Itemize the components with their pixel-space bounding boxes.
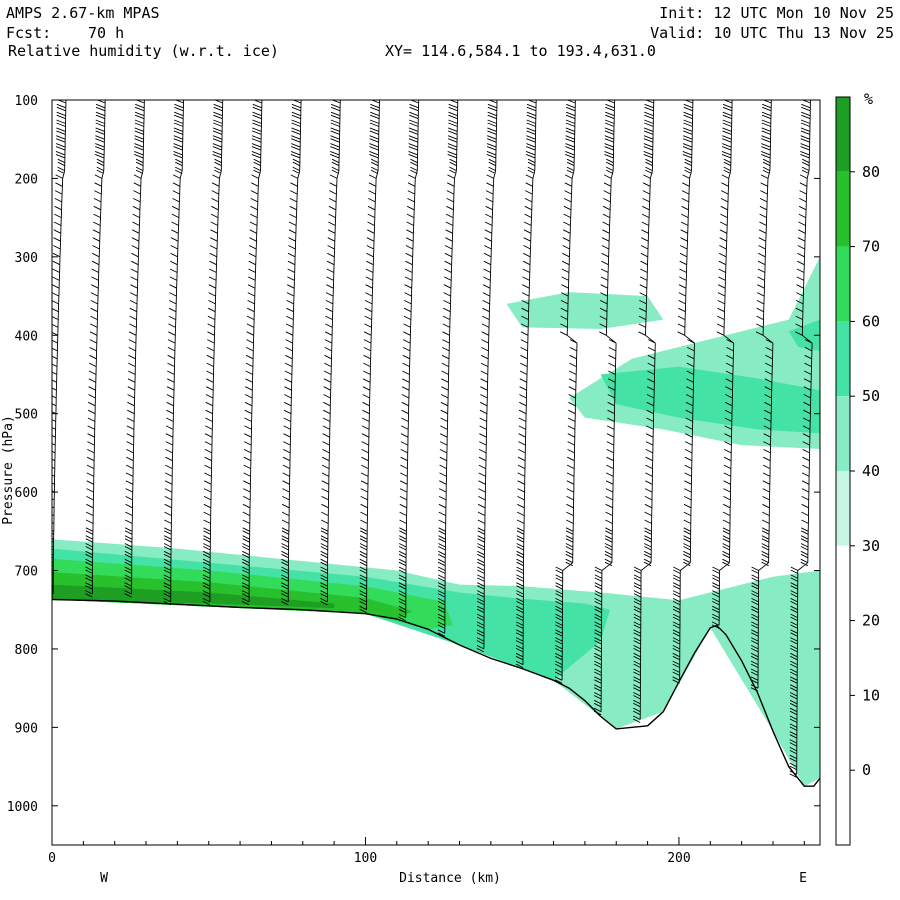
barb-column-7 <box>320 100 341 606</box>
terrain-line <box>52 598 820 787</box>
colorbar-segment-8 <box>836 695 850 771</box>
colorbar-unit: % <box>864 90 873 108</box>
x-tick-label-100: 100 <box>354 851 377 866</box>
barb-column-17 <box>711 100 735 629</box>
xy-range: XY= 114.6,584.1 to 193.4,631.0 <box>385 42 656 60</box>
y-tick-label-100: 100 <box>15 94 38 109</box>
colorbar-label-80: 80 <box>862 163 880 181</box>
y-tick-label-700: 700 <box>15 565 38 580</box>
y-tick-label-400: 400 <box>15 329 38 344</box>
barb-column-4 <box>202 100 224 606</box>
rh-region-1 <box>506 292 664 329</box>
colorbar-segment-9 <box>836 770 850 845</box>
barb-column-19 <box>789 100 813 778</box>
barb-column-14 <box>593 100 617 716</box>
colorbar-label-60: 60 <box>862 312 880 330</box>
plot-area <box>52 100 820 787</box>
field-title: Relative humidity (w.r.t. ice) <box>8 42 279 60</box>
colorbar-label-10: 10 <box>862 686 880 704</box>
rh-region-8 <box>52 584 335 609</box>
barb-column-10 <box>437 100 459 637</box>
fcst-value: 70 h <box>88 24 124 42</box>
x-tick-label-200: 200 <box>667 851 690 866</box>
barb-column-18 <box>750 100 774 692</box>
barb-column-3 <box>163 100 185 606</box>
colorbar-segment-1 <box>836 171 850 247</box>
west-label: W <box>100 871 108 886</box>
colorbar-segment-4 <box>836 396 850 471</box>
barb-column-0 <box>52 100 67 598</box>
barb-column-9 <box>398 100 420 622</box>
x-axis-label: Distance (km) <box>399 871 501 886</box>
rh-region-4 <box>600 366 820 434</box>
y-tick-label-300: 300 <box>15 251 38 266</box>
barb-column-13 <box>554 100 578 684</box>
plot-frame <box>51 99 821 846</box>
colorbar-segment-5 <box>836 471 850 546</box>
colorbar-label-20: 20 <box>862 612 880 630</box>
colorbar-label-0: 0 <box>862 761 871 779</box>
colorbar-segment-6 <box>836 545 850 621</box>
x-tick-label-0: 0 <box>48 851 56 866</box>
colorbar-label-50: 50 <box>862 387 880 405</box>
barb-column-8 <box>359 100 380 614</box>
fcst-label: Fcst: <box>6 24 51 42</box>
barb-column-15 <box>632 100 656 723</box>
barb-column-1 <box>85 100 106 598</box>
y-tick-label-900: 900 <box>15 721 38 736</box>
colorbar-label-40: 40 <box>862 462 880 480</box>
y-tick-label-200: 200 <box>15 172 38 187</box>
barb-column-6 <box>281 100 302 606</box>
y-tick-label-500: 500 <box>15 408 38 423</box>
y-tick-label-800: 800 <box>15 643 38 658</box>
barb-column-2 <box>124 100 145 598</box>
colorbar: % 0 10 20 30 40 50 60 70 80 <box>835 90 880 846</box>
header: AMPS 2.67-km MPAS Fcst: 70 h Relative hu… <box>6 4 894 60</box>
y-axis: 100 200 300 400 500 600 700 800 900 1000 <box>7 94 820 815</box>
colorbar-segment-7 <box>836 620 850 696</box>
x-axis: 0 100 200 <box>48 837 805 866</box>
barb-column-11 <box>476 100 498 653</box>
y-tick-label-600: 600 <box>15 486 38 501</box>
barb-column-16 <box>672 100 695 684</box>
init-time: Init: 12 UTC Mon 10 Nov 25 <box>659 4 894 22</box>
model-name: AMPS 2.67-km MPAS <box>6 4 160 22</box>
colorbar-label-30: 30 <box>862 537 880 555</box>
y-tick-label-1000: 1000 <box>7 800 38 815</box>
barb-column-12 <box>515 100 537 669</box>
rh-region-5 <box>788 319 820 351</box>
y-axis-label: Pressure (hPa) <box>1 415 16 525</box>
colorbar-segment-2 <box>836 246 850 322</box>
wind-barbs <box>52 100 813 778</box>
east-label: E <box>799 871 807 886</box>
colorbar-label-70: 70 <box>862 238 880 256</box>
rh-shading <box>52 256 820 787</box>
colorbar-segment-0 <box>836 97 850 172</box>
colorbar-segment-3 <box>836 321 850 397</box>
barb-column-5 <box>241 100 263 606</box>
valid-time: Valid: 10 UTC Thu 13 Nov 25 <box>650 24 894 42</box>
